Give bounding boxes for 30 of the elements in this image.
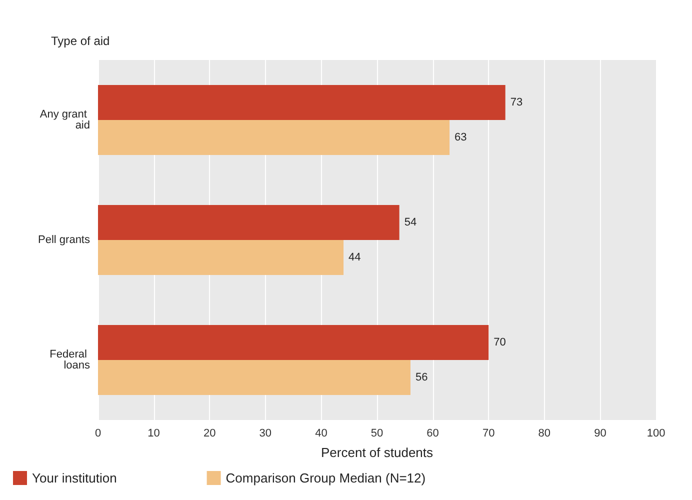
x-tick-label: 50 bbox=[370, 428, 384, 440]
bar bbox=[98, 325, 489, 360]
bar bbox=[98, 205, 400, 240]
x-axis-title: Percent of students bbox=[320, 445, 434, 460]
x-tick-label: 10 bbox=[148, 428, 160, 440]
bar bbox=[98, 85, 506, 120]
y-tick-label: Any grant aid bbox=[40, 108, 90, 132]
x-tick-label: 40 bbox=[315, 428, 328, 440]
y-tick-label: Pell grants bbox=[38, 234, 90, 246]
data-label: 73 bbox=[510, 96, 523, 108]
x-tick-label: 70 bbox=[482, 428, 495, 440]
legend-label: Your institution bbox=[32, 470, 117, 486]
bar bbox=[98, 360, 410, 395]
x-tick-label: 30 bbox=[259, 428, 272, 440]
y-axis-title: Type of aid bbox=[51, 34, 110, 48]
data-label: 54 bbox=[404, 216, 417, 228]
x-tick-label: 80 bbox=[538, 428, 551, 440]
x-tick-label: 60 bbox=[426, 428, 439, 440]
legend-label: Comparison Group Median (N=12) bbox=[226, 470, 426, 486]
bar bbox=[98, 120, 450, 155]
x-tick-label: 100 bbox=[646, 428, 666, 440]
bar bbox=[98, 240, 344, 275]
data-label: 56 bbox=[415, 372, 428, 384]
x-tick-label: 90 bbox=[594, 428, 606, 440]
data-label: 63 bbox=[454, 132, 467, 144]
x-tick-label: 0 bbox=[94, 428, 102, 440]
y-tick-label: Federal loans bbox=[50, 348, 90, 372]
data-label: 70 bbox=[494, 336, 506, 348]
x-tick-label: 20 bbox=[203, 428, 216, 440]
data-label: 44 bbox=[348, 252, 361, 264]
